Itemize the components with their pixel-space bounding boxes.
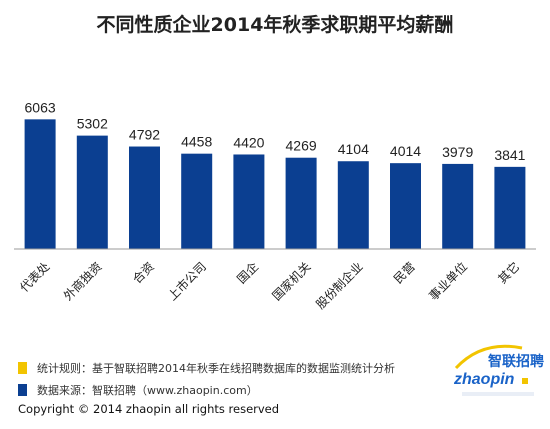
data-label-5: 4269 — [286, 138, 317, 154]
svg-text:zhaopin: zhaopin — [453, 371, 515, 388]
data-label-3: 4458 — [181, 134, 212, 150]
chart-title: 不同性质企业2014年秋季求职期平均薪酬 — [96, 14, 454, 36]
bar-8 — [442, 163, 474, 249]
legend-source-text: 数据来源：智联招聘（www.zhaopin.com） — [37, 384, 258, 397]
bar-7 — [390, 163, 421, 249]
category-label-9: 其它 — [495, 259, 523, 287]
category-label-8: 事业单位 — [425, 259, 470, 304]
data-label-2: 4792 — [129, 127, 160, 143]
category-label-4: 国企 — [234, 259, 262, 287]
legend-rule: 统计规则：基于智联招聘2014年秋季在线招聘数据库的数据监测统计分析 — [18, 360, 395, 376]
category-label-1: 外商独资 — [60, 259, 105, 304]
data-label-8: 3979 — [442, 144, 473, 160]
data-label-9: 3841 — [494, 147, 525, 163]
data-label-6: 4104 — [338, 141, 369, 157]
legend-rule-swatch — [18, 362, 27, 374]
bar-1 — [76, 135, 108, 249]
zhaopin-logo: 智联招聘 zhaopin — [453, 344, 544, 396]
legend-rule-text: 统计规则：基于智联招聘2014年秋季在线招聘数据库的数据监测统计分析 — [37, 362, 395, 375]
data-label-1: 5302 — [77, 116, 108, 132]
category-label-2: 合资 — [129, 259, 157, 287]
bar-5 — [285, 157, 317, 249]
legend-source-swatch — [18, 384, 27, 396]
legend-source: 数据来源：智联招聘（www.zhaopin.com） — [18, 382, 258, 398]
category-label-5: 国家机关 — [269, 259, 314, 304]
bar-3 — [181, 153, 213, 249]
copyright-text: Copyright © 2014 zhaopin all rights rese… — [18, 402, 280, 416]
bar-chart: 6063 代表处 5302 外商独资 4792 合资 4458 上市公司 4420 国企 4269 国… — [14, 99, 536, 312]
category-label-6: 股份制企业 — [313, 259, 366, 312]
bar-4 — [233, 154, 265, 249]
bar-2 — [129, 146, 160, 249]
category-label-0: 代表处 — [17, 259, 52, 294]
bar-0 — [24, 119, 56, 249]
data-label-7: 4014 — [390, 143, 421, 159]
bar-6 — [337, 161, 369, 249]
data-label-4: 4420 — [233, 134, 264, 150]
svg-text:智联招聘: 智联招聘 — [487, 353, 544, 369]
bar-9 — [494, 166, 526, 249]
category-label-3: 上市公司 — [164, 259, 209, 304]
data-label-0: 6063 — [25, 99, 56, 115]
category-label-7: 民营 — [391, 259, 418, 286]
